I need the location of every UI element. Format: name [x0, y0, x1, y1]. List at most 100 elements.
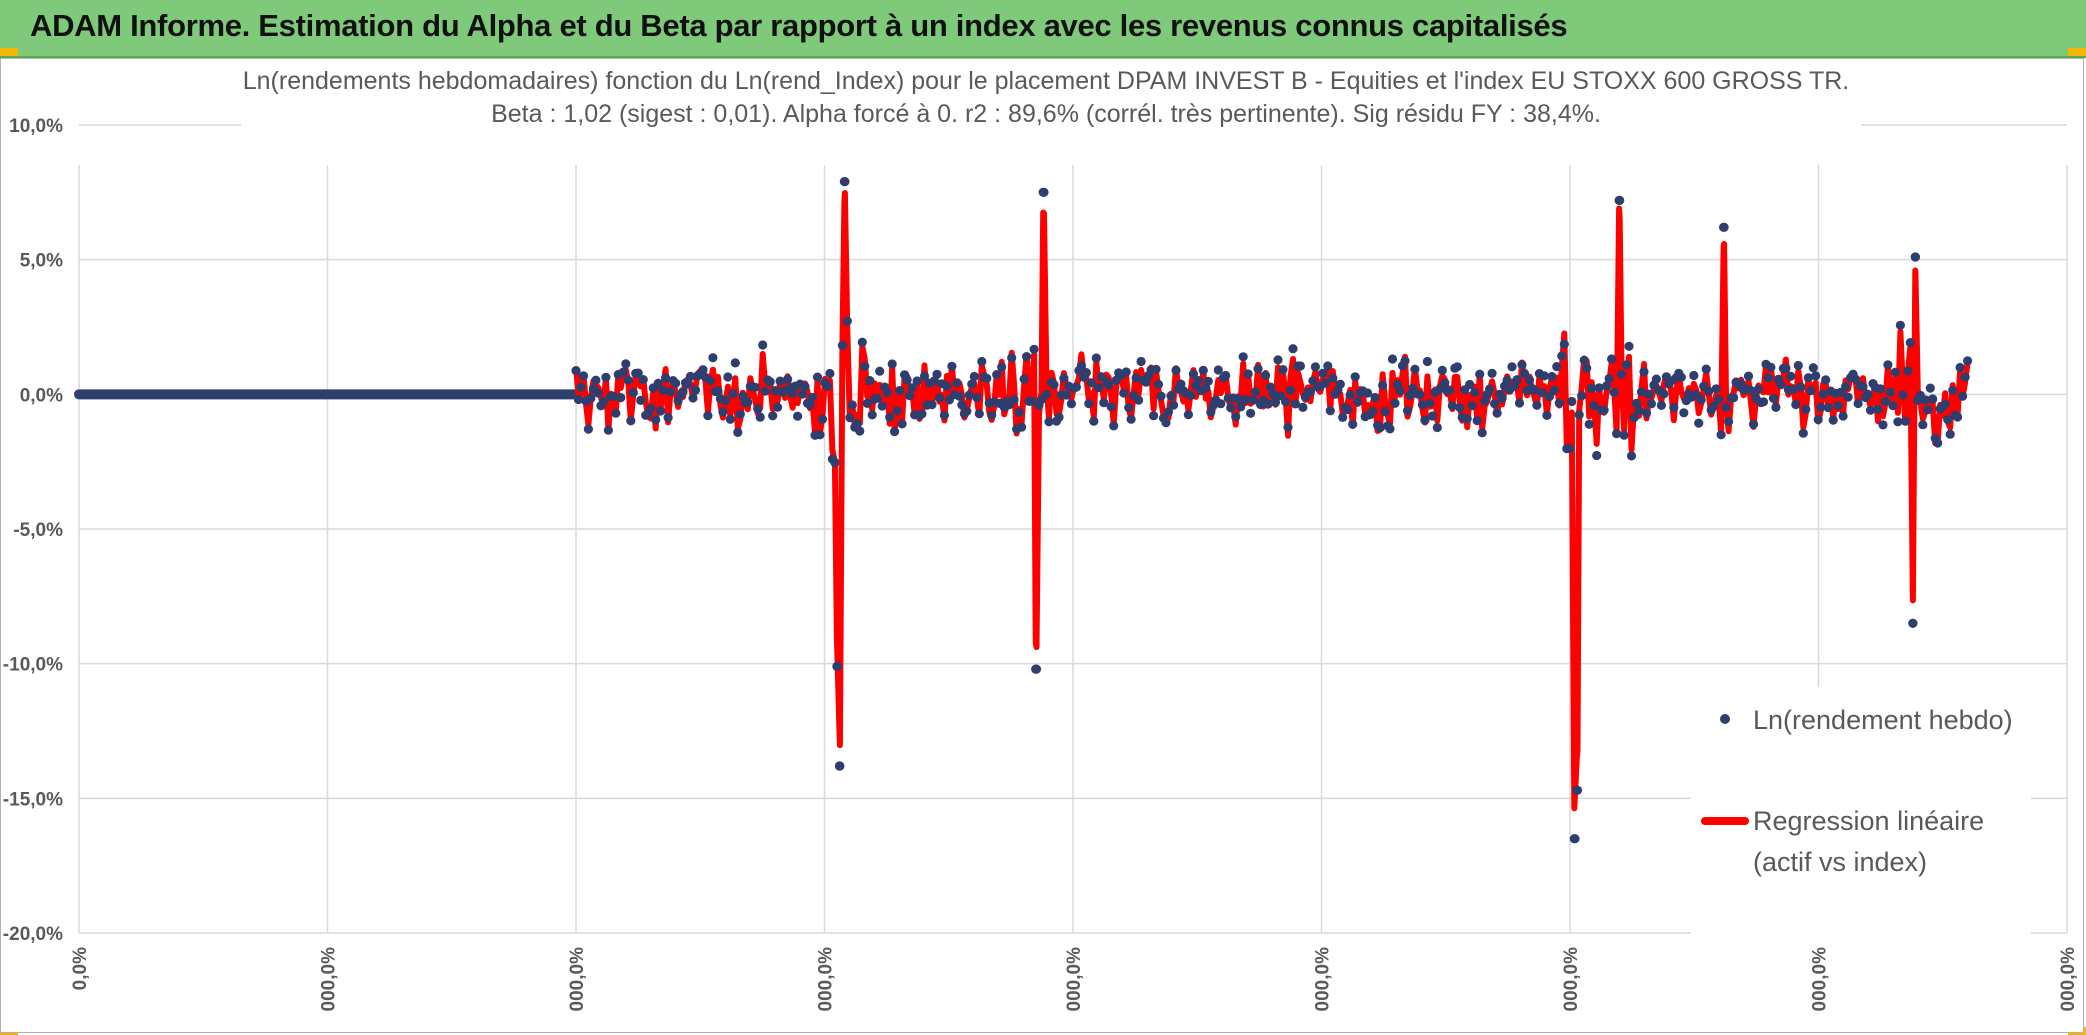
data-point — [1387, 354, 1398, 364]
data-point — [1793, 360, 1803, 371]
data-point — [1816, 402, 1826, 412]
data-point — [1960, 372, 1970, 382]
data-point — [1940, 399, 1950, 409]
data-point — [1885, 387, 1895, 397]
data-point — [797, 389, 808, 399]
data-point — [1641, 408, 1652, 418]
data-point — [713, 386, 723, 396]
data-point — [603, 425, 614, 435]
data-point — [1823, 403, 1833, 413]
x-tick-label: 0,0% — [70, 947, 91, 990]
data-point — [1285, 385, 1296, 395]
data-point — [1875, 384, 1886, 394]
legend-label-points: Ln(rendement hebdo) — [1753, 705, 2013, 735]
data-point — [1719, 222, 1729, 232]
data-point — [1041, 389, 1052, 399]
data-point — [835, 761, 845, 771]
data-point — [1022, 352, 1032, 362]
data-point — [807, 392, 818, 402]
data-point — [1472, 416, 1482, 426]
data-point — [1544, 391, 1554, 402]
data-point — [1171, 365, 1181, 375]
data-point — [1014, 407, 1024, 417]
data-point — [1547, 371, 1557, 382]
data-point — [770, 386, 780, 396]
chart-title-line-2: Beta : 1,02 (sigest : 0,01). Alpha forcé… — [491, 100, 1601, 128]
data-point — [1029, 344, 1039, 354]
data-point — [912, 376, 922, 386]
data-point — [591, 375, 601, 385]
data-point — [1701, 364, 1711, 374]
data-point — [1644, 389, 1654, 399]
data-point — [1943, 414, 1953, 425]
data-point — [892, 406, 902, 416]
data-point — [1475, 369, 1485, 379]
data-point — [1390, 398, 1400, 408]
data-point — [743, 397, 753, 407]
data-point — [1368, 406, 1378, 416]
data-point — [1801, 404, 1811, 414]
data-point — [1054, 412, 1064, 422]
data-point — [1696, 395, 1706, 405]
data-point — [1587, 383, 1597, 393]
data-point — [1027, 396, 1037, 406]
data-point — [997, 362, 1007, 372]
data-point — [1280, 396, 1291, 407]
data-point — [1714, 395, 1724, 405]
data-point — [1615, 195, 1625, 205]
data-point — [1624, 341, 1634, 351]
data-point — [616, 393, 626, 403]
data-point — [571, 366, 581, 376]
data-point — [822, 381, 833, 391]
data-point — [1895, 320, 1905, 330]
data-point — [1636, 387, 1647, 397]
data-point — [1579, 355, 1589, 365]
data-point — [1865, 405, 1876, 415]
data-point — [1786, 371, 1796, 381]
y-tick-label: -20,0% — [3, 924, 63, 945]
data-point — [1679, 408, 1689, 418]
data-point — [1502, 375, 1512, 385]
x-tick-label: 000,0% — [2058, 947, 2079, 1012]
data-point — [1806, 386, 1816, 396]
data-point — [1044, 417, 1054, 427]
data-point — [1233, 394, 1243, 404]
data-point — [1485, 384, 1495, 394]
data-point — [1617, 369, 1627, 379]
data-point — [1958, 391, 1968, 401]
legend-label-regression-1: Regression linéaire — [1753, 806, 1984, 836]
data-point — [688, 393, 698, 403]
data-point — [1216, 399, 1226, 409]
data-point — [1791, 399, 1801, 410]
data-point — [1241, 394, 1251, 405]
data-point — [1273, 355, 1283, 365]
data-point — [661, 373, 671, 383]
data-point — [1602, 381, 1612, 391]
data-point — [1136, 356, 1146, 367]
data-point — [855, 426, 865, 436]
data-point — [1370, 392, 1380, 403]
data-point — [1689, 370, 1699, 381]
data-point — [1607, 354, 1617, 364]
legend-label-regression-2: (actif vs index) — [1753, 847, 1927, 877]
data-point — [1261, 370, 1271, 380]
data-point — [733, 427, 743, 437]
title-background — [241, 65, 1861, 135]
y-tick-label: -10,0% — [3, 655, 63, 676]
x-tick-label: 000,0% — [1561, 947, 1582, 1012]
data-point — [1594, 383, 1604, 393]
data-point — [1086, 378, 1096, 388]
data-point — [1768, 393, 1778, 403]
data-point — [1537, 388, 1547, 398]
data-point — [1059, 373, 1069, 383]
data-point — [952, 378, 962, 388]
data-point — [725, 414, 735, 424]
data-point — [1400, 356, 1410, 366]
data-point — [1529, 385, 1539, 395]
data-point — [1883, 360, 1893, 370]
data-point — [1743, 371, 1754, 381]
data-point — [685, 371, 696, 381]
data-point — [1604, 373, 1614, 384]
data-point — [1609, 387, 1619, 397]
data-point — [1353, 397, 1363, 407]
